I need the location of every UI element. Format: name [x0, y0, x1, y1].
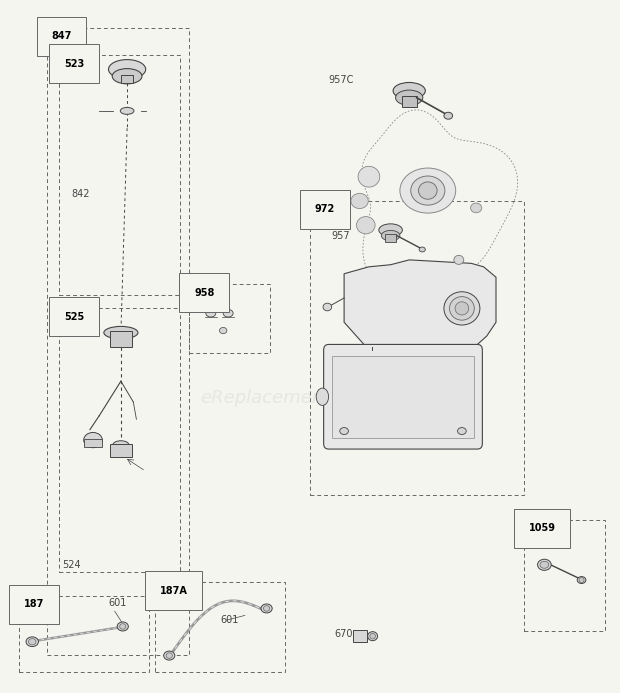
Ellipse shape — [450, 297, 474, 320]
Ellipse shape — [538, 559, 551, 570]
Text: 842: 842 — [71, 189, 90, 199]
Ellipse shape — [444, 112, 453, 119]
Text: eReplacementParts.com: eReplacementParts.com — [200, 389, 420, 407]
Ellipse shape — [264, 606, 270, 611]
Ellipse shape — [84, 432, 102, 448]
Ellipse shape — [351, 193, 368, 209]
Bar — [385, 234, 396, 242]
Ellipse shape — [340, 428, 348, 435]
Ellipse shape — [120, 624, 126, 629]
Bar — [353, 630, 367, 642]
Bar — [46, 28, 189, 655]
Ellipse shape — [410, 176, 445, 205]
Text: 525: 525 — [64, 312, 84, 322]
Polygon shape — [344, 260, 496, 369]
Ellipse shape — [381, 230, 400, 241]
Ellipse shape — [358, 166, 379, 187]
Ellipse shape — [206, 309, 216, 317]
Ellipse shape — [316, 388, 329, 405]
Bar — [110, 331, 132, 346]
Ellipse shape — [113, 441, 129, 449]
Ellipse shape — [112, 69, 142, 84]
Ellipse shape — [471, 203, 482, 213]
Bar — [84, 439, 102, 447]
Ellipse shape — [117, 622, 128, 631]
Bar — [189, 284, 270, 353]
Text: 972: 972 — [315, 204, 335, 214]
Ellipse shape — [219, 328, 227, 333]
Ellipse shape — [29, 639, 36, 644]
Bar — [524, 520, 604, 631]
Ellipse shape — [458, 428, 466, 435]
Ellipse shape — [419, 247, 425, 252]
Ellipse shape — [418, 182, 437, 200]
Bar — [155, 582, 285, 672]
Ellipse shape — [223, 309, 233, 317]
FancyBboxPatch shape — [324, 344, 482, 449]
Ellipse shape — [454, 255, 464, 265]
Text: 523: 523 — [64, 59, 84, 69]
Ellipse shape — [396, 90, 423, 105]
Ellipse shape — [455, 302, 469, 315]
Text: 601: 601 — [220, 615, 239, 625]
Ellipse shape — [393, 82, 425, 99]
Bar — [110, 444, 132, 457]
Bar — [59, 55, 180, 295]
Bar — [59, 308, 180, 572]
Ellipse shape — [323, 303, 332, 310]
Text: 670: 670 — [335, 629, 353, 639]
Ellipse shape — [356, 216, 375, 234]
Text: 524: 524 — [62, 560, 81, 570]
Text: 957: 957 — [332, 231, 350, 240]
Text: 958: 958 — [194, 288, 215, 297]
Ellipse shape — [368, 632, 378, 640]
Text: 1059: 1059 — [529, 523, 556, 533]
Ellipse shape — [166, 653, 172, 658]
Ellipse shape — [120, 107, 134, 114]
Ellipse shape — [400, 168, 456, 213]
Ellipse shape — [104, 326, 138, 339]
Ellipse shape — [261, 604, 272, 613]
Text: 187: 187 — [24, 599, 44, 609]
Bar — [402, 96, 417, 107]
Ellipse shape — [26, 637, 38, 647]
Bar — [332, 356, 474, 438]
Text: 847: 847 — [51, 31, 72, 41]
Ellipse shape — [108, 60, 146, 79]
Ellipse shape — [379, 224, 402, 236]
Bar — [19, 596, 149, 672]
Text: 957C: 957C — [329, 75, 354, 85]
Bar — [310, 201, 524, 495]
Ellipse shape — [540, 561, 549, 568]
Ellipse shape — [370, 633, 376, 639]
Ellipse shape — [444, 292, 480, 325]
Text: 601: 601 — [108, 598, 127, 608]
Ellipse shape — [577, 577, 586, 584]
Ellipse shape — [164, 651, 175, 660]
Ellipse shape — [579, 578, 584, 582]
Bar — [121, 75, 133, 83]
Text: 187A: 187A — [160, 586, 188, 595]
